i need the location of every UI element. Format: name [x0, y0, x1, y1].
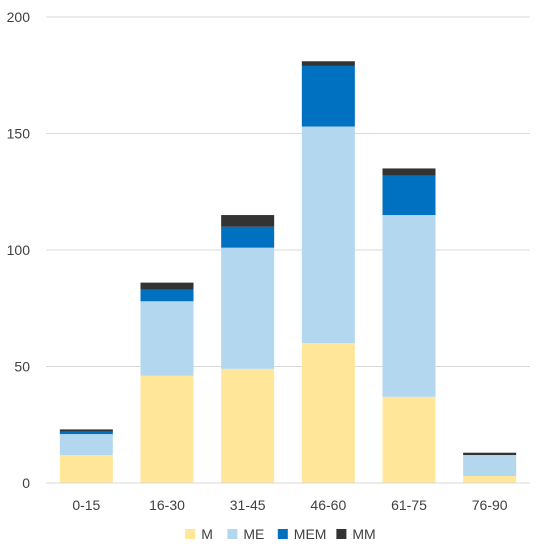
legend-swatch-m: [185, 529, 196, 539]
gridlines: [46, 16, 530, 367]
y-tick-label: 100: [7, 242, 31, 258]
bar-segment-me-16-30: [140, 301, 194, 376]
x-tick-label: 0-15: [72, 497, 100, 513]
bar-segment-mem-31-45: [221, 226, 275, 248]
x-tick-label: 16-30: [149, 497, 185, 513]
bar-segment-me-46-60: [301, 126, 355, 344]
bar-segment-m-76-90: [463, 476, 517, 483]
bar-segment-mem-0-15: [59, 431, 113, 435]
legend-label-me: ME: [243, 526, 264, 542]
x-axis-tick-labels: 0-15 16-30 31-45 46-60 61-75 76-90: [72, 497, 507, 513]
x-tick-label: 76-90: [472, 497, 508, 513]
legend-label-m: M: [201, 526, 213, 542]
bar-segment-m-31-45: [221, 368, 275, 483]
bar-segment-mm-76-90: [463, 452, 517, 456]
bar-segment-me-76-90: [463, 455, 517, 477]
y-tick-label: 150: [7, 126, 31, 142]
legend-swatch-mm: [336, 529, 347, 539]
bar-segment-me-0-15: [59, 434, 113, 456]
bar-segment-me-61-75: [382, 215, 436, 397]
x-tick-label: 46-60: [310, 497, 346, 513]
legend-swatch-me: [227, 529, 238, 539]
bar-segment-mm-0-15: [59, 429, 113, 432]
bar-segment-me-31-45: [221, 247, 275, 369]
legend: M ME MEM MM: [185, 526, 376, 542]
bar-segment-mm-61-75: [382, 168, 436, 176]
legend-label-mm: MM: [352, 526, 375, 542]
bar-segment-m-0-15: [59, 455, 113, 483]
bar-segment-m-61-75: [382, 396, 436, 483]
bar-segment-mm-31-45: [221, 215, 275, 227]
x-tick-label: 31-45: [230, 497, 266, 513]
y-tick-label: 50: [14, 359, 30, 375]
bar-segment-mem-61-75: [382, 175, 436, 216]
bar-segment-mm-16-30: [140, 282, 194, 290]
legend-swatch-mem: [277, 529, 288, 539]
y-tick-label: 200: [7, 9, 31, 25]
bar-segment-m-16-30: [140, 375, 194, 483]
bars: [59, 61, 517, 483]
legend-label-mem: MEM: [294, 526, 327, 542]
y-tick-label: 0: [22, 475, 30, 491]
x-tick-label: 61-75: [391, 497, 427, 513]
y-axis-tick-labels: 0 50 100 150 200: [7, 9, 31, 491]
bar-segment-mem-16-30: [140, 289, 194, 302]
bar-segment-mem-46-60: [301, 65, 355, 127]
bar-segment-m-46-60: [301, 343, 355, 483]
bar-segment-mm-46-60: [301, 61, 355, 66]
